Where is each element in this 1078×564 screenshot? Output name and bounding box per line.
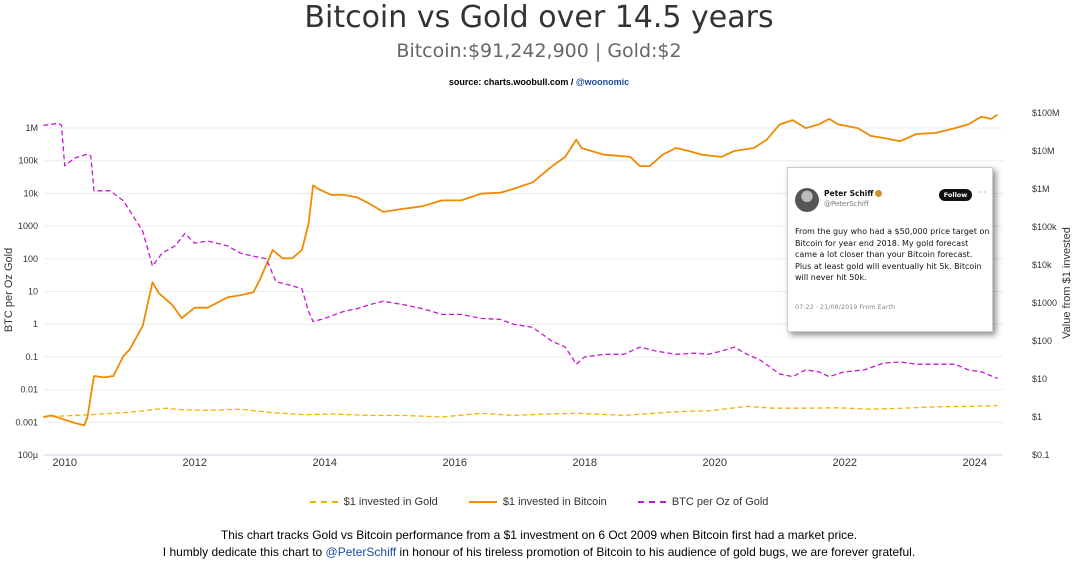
legend-swatch-btc-per-oz (637, 501, 666, 503)
x-tick-label: 2022 (833, 457, 857, 469)
tweet-author-name: Peter Schiff (824, 189, 883, 198)
right-tick-label: $10 (1032, 374, 1047, 384)
verified-icon (875, 190, 883, 197)
right-tick-label: $1000 (1032, 298, 1057, 308)
tweet-timestamp: 07:22 · 21/08/2019 From Earth (795, 303, 896, 311)
left-tick-label: 100k (18, 156, 38, 166)
right-tick-label: $100M (1032, 108, 1060, 118)
left-axis-label: BTC per Oz Gold (3, 248, 15, 332)
chart-legend: $1 invested in Gold $1 invested in Bitco… (0, 494, 1078, 508)
x-tick-label: 2024 (963, 457, 987, 469)
right-tick-label: $100 (1032, 336, 1052, 346)
left-tick-label: 100µ (18, 450, 38, 460)
left-tick-label: 1M (25, 123, 38, 133)
right-tick-label: $1 (1032, 412, 1042, 422)
footer-line-2-end: in honour of his tireless promotion of B… (396, 545, 916, 559)
right-tick-label: $0.1 (1032, 450, 1050, 460)
tweet-author-name-text: Peter Schiff (824, 189, 874, 198)
legend-item-btc-per-oz[interactable]: BTC per Oz of Gold (637, 496, 769, 508)
left-tick-label: 10 (28, 287, 38, 297)
follow-button[interactable]: Follow (939, 189, 972, 201)
chart-subtitle: Bitcoin:$91,242,900 | Gold:$2 (396, 40, 682, 62)
x-tick-label: 2014 (313, 457, 337, 469)
x-tick-label: 2012 (183, 457, 207, 469)
avatar (795, 188, 819, 212)
left-tick-label: 100 (23, 254, 38, 264)
series-line-btc-per-oz (43, 122, 998, 380)
x-tick-label: 2020 (703, 457, 727, 469)
series-line-gold (43, 404, 998, 418)
source-text: source: charts.woobull.com / (448, 77, 576, 87)
tweet-author-handle: @PeterSchiff (824, 200, 869, 208)
legend-label-btc-per-oz: BTC per Oz of Gold (671, 496, 769, 508)
x-tick-label: 2010 (53, 457, 77, 469)
right-tick-label: $1M (1032, 184, 1050, 194)
footer-line-1: This chart tracks Gold vs Bitcoin perfor… (220, 528, 858, 542)
chart-footer: This chart tracks Gold vs Bitcoin perfor… (0, 527, 1078, 561)
left-tick-label: 0.001 (15, 417, 38, 427)
more-icon[interactable]: ··· (978, 188, 986, 197)
legend-item-bitcoin[interactable]: $1 invested in Bitcoin (468, 496, 607, 508)
left-tick-label: 1 (33, 319, 38, 329)
right-tick-label: $10M (1032, 146, 1055, 156)
left-tick-label: 0.01 (20, 385, 38, 395)
tweet-card: Peter Schiff @PeterSchiff Follow ··· Fro… (787, 167, 993, 332)
footer-handle-link[interactable]: @PeterSchiff (325, 545, 397, 559)
legend-swatch-gold (309, 501, 338, 503)
footer-line-2: I humbly dedicate this chart to @PeterSc… (0, 544, 1078, 561)
chart-title: Bitcoin vs Gold over 14.5 years (304, 0, 774, 35)
legend-swatch-bitcoin (468, 501, 497, 503)
right-axis-label: Value from $1 invested (1061, 227, 1073, 339)
right-tick-label: $10k (1032, 260, 1052, 270)
left-tick-label: 1000 (18, 221, 38, 231)
x-tick-label: 2016 (443, 457, 467, 469)
tweet-text: From the guy who had a $50,000 price tar… (795, 227, 990, 282)
legend-item-gold[interactable]: $1 invested in Gold (309, 496, 438, 508)
left-tick-label: 0.1 (25, 352, 38, 362)
legend-label-bitcoin: $1 invested in Bitcoin (502, 496, 607, 508)
footer-line-2-start: I humbly dedicate this chart to (162, 545, 326, 559)
right-tick-label: $100k (1032, 222, 1057, 232)
x-tick-label: 2018 (573, 457, 597, 469)
series-line-bitcoin (43, 113, 998, 427)
left-tick-label: 10k (23, 188, 38, 198)
source-handle-link[interactable]: @woonomic (575, 77, 630, 87)
chart-source: source: charts.woobull.com / @woonomic (0, 77, 1078, 87)
legend-label-gold: $1 invested in Gold (343, 496, 438, 508)
